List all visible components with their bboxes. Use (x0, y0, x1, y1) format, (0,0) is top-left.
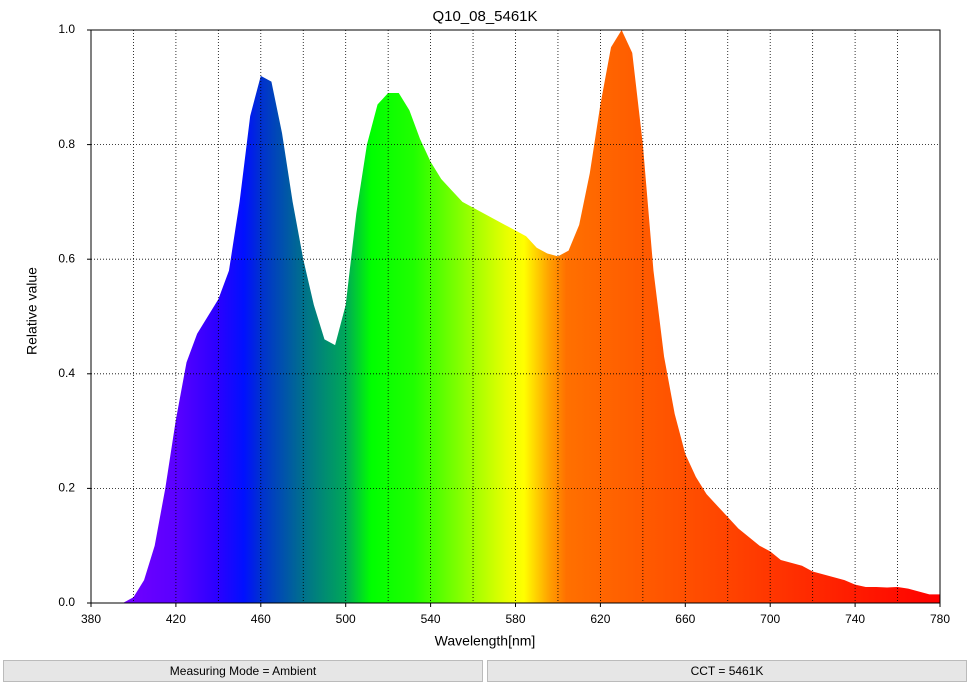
x-tick-label: 460 (251, 612, 271, 626)
y-tick-label: 0.6 (58, 251, 75, 265)
x-tick-label: 700 (760, 612, 780, 626)
x-tick-label: 660 (675, 612, 695, 626)
x-tick-label: 620 (590, 612, 610, 626)
chart-title: Q10_08_5461K (432, 8, 537, 25)
chart: Q10_08_5461K Wavelength[nm] Relative val… (24, 8, 951, 649)
spectrum-area (122, 30, 940, 603)
x-tick-label: 780 (930, 612, 950, 626)
y-tick-label: 0.8 (58, 137, 75, 151)
x-tick-label: 500 (336, 612, 356, 626)
y-tick-label: 1.0 (58, 22, 75, 36)
x-tick-label: 540 (421, 612, 441, 626)
y-tick-label: 0.2 (58, 481, 75, 495)
x-tick-label: 380 (81, 612, 101, 626)
x-tick-label: 420 (166, 612, 186, 626)
y-tick-label: 0.0 (58, 595, 75, 609)
x-tick-label: 740 (845, 612, 865, 626)
status-right: CCT = 5461K (487, 660, 967, 682)
y-axis-label: Relative value (24, 267, 40, 355)
x-tick-label: 580 (505, 612, 525, 626)
y-tick-label: 0.4 (58, 366, 75, 380)
x-axis-label: Wavelength[nm] (435, 633, 536, 649)
status-left: Measuring Mode = Ambient (3, 660, 483, 682)
